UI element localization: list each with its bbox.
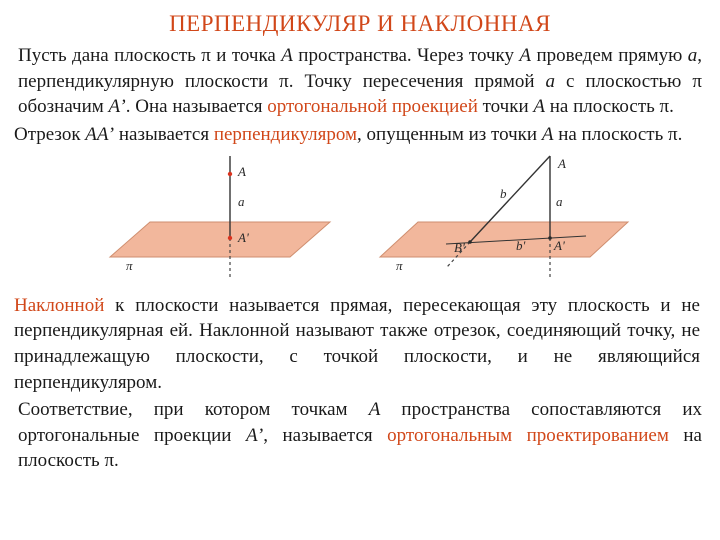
lbl-right-Bp: B' [454, 240, 465, 255]
lbl-right-pi: π [396, 258, 403, 273]
p2-t1: Отрезок [14, 124, 85, 145]
p4-t1: Соответствие, при котором точкам [18, 399, 369, 420]
paragraph-1: Пусть дана плоскость π и точка A простра… [14, 43, 706, 120]
lbl-right-a: a [556, 194, 563, 209]
lbl-left-pi: π [126, 258, 133, 273]
p4-Ap: A’ [246, 425, 263, 446]
page-title: ПЕРПЕНДИКУЛЯР И НАКЛОННАЯ [14, 8, 706, 39]
p1-A1: A [281, 45, 293, 66]
paragraph-3: Наклонной к плоскости называется прямая,… [14, 293, 706, 396]
p1-t6: . Она называется [126, 96, 268, 117]
p4-A1: A [369, 399, 381, 420]
p2-t4: на плоскость π. [553, 124, 682, 145]
lbl-right-b: b [500, 186, 507, 201]
p1-h1: ортогональной проекцией [267, 96, 478, 117]
p1-t7: точки [478, 96, 534, 117]
p4-t3: , называется [263, 425, 387, 446]
p1-a2: a [546, 71, 556, 92]
p4-h1: ортогональным проектированием [387, 425, 669, 446]
lbl-right-Ap: A' [553, 238, 565, 253]
p2-h1: перпендикуляром [214, 124, 357, 145]
p2-t3: , опущенным из точки [357, 124, 542, 145]
p2-t2: называется [114, 124, 214, 145]
p3-t1: к плоскости называется прямая, пересекаю… [14, 295, 700, 393]
p1-t1: Пусть дана плоскость π и точка [18, 45, 281, 66]
lbl-left-a: a [238, 194, 245, 209]
diagram-left: A a A' π [70, 152, 350, 287]
diagram-right: A a b A' B' b' π [350, 152, 650, 287]
paragraph-2: Отрезок AA’ называется перпендикуляром, … [14, 122, 706, 148]
lbl-right-bp: b' [516, 238, 526, 253]
diagram-row: A a A' π A a b A' B' b' π [14, 152, 706, 287]
p3-h1: Наклонной [14, 295, 104, 316]
p1-t2: пространства. Через точку [293, 45, 520, 66]
p1-t3: проведем прямую [531, 45, 688, 66]
p2-AA: AA’ [85, 124, 114, 145]
p1-Ap: A’ [109, 96, 126, 117]
p1-A3: A [533, 96, 545, 117]
lbl-left-A: A [237, 164, 246, 179]
p1-a1: a [688, 45, 698, 66]
p1-A2: A [519, 45, 531, 66]
p1-t8: на плоскость π. [545, 96, 674, 117]
paragraph-4: Соответствие, при котором точкам A прост… [14, 397, 706, 474]
lbl-right-A: A [557, 156, 566, 171]
lbl-left-Ap: A' [237, 230, 249, 245]
p2-A1: A [542, 124, 554, 145]
